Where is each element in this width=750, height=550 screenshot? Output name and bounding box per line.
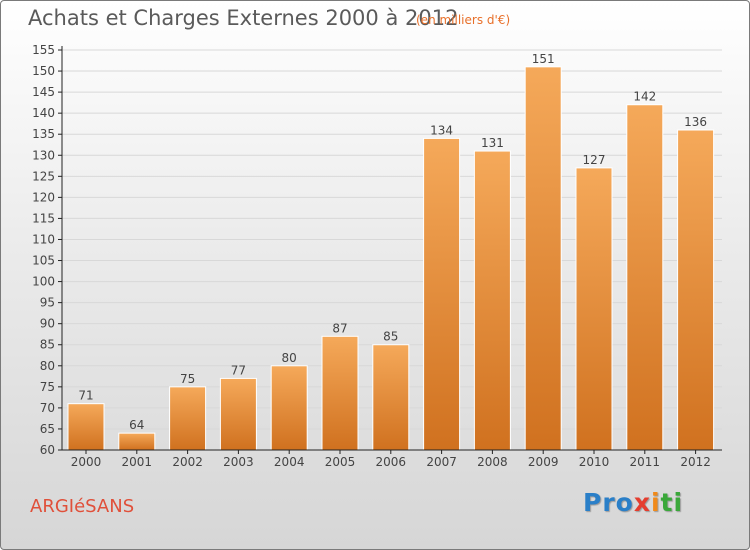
y-tick-label: 125 [32, 169, 55, 183]
bar-2003 [219, 377, 257, 451]
proxiti-logo: Proxiti [583, 488, 684, 517]
bars [67, 66, 715, 451]
x-tick-label-2001: 2001 [122, 455, 153, 469]
data-label-2006: 85 [383, 330, 398, 344]
x-tick-label-2010: 2010 [579, 455, 610, 469]
bar-2002 [169, 386, 207, 451]
x-tick-label-2000: 2000 [71, 455, 102, 469]
x-tick-label-2009: 2009 [528, 455, 559, 469]
data-label-2001: 64 [129, 418, 144, 432]
y-tick-label: 105 [32, 254, 55, 268]
y-tick-label: 120 [32, 190, 55, 204]
x-tick-label-2012: 2012 [680, 455, 711, 469]
axes: 60 65 70 75 80 85 90 95 100 105 110 115 120 125 130 135… [32, 43, 722, 469]
x-tick-label-2002: 2002 [172, 455, 203, 469]
bar-2007 [423, 137, 461, 451]
bar-2012 [677, 129, 715, 451]
bar-2011 [626, 104, 664, 451]
y-tick-label: 140 [32, 106, 55, 120]
data-label-2002: 75 [180, 372, 195, 386]
y-tick-label: 70 [40, 401, 55, 415]
chart-title: Achats et Charges Externes 2000 à 2012 [28, 6, 459, 30]
bar-2000 [67, 403, 105, 451]
y-tick-label: 115 [32, 211, 55, 225]
y-tick-label: 90 [40, 317, 55, 331]
x-tick-label-2007: 2007 [426, 455, 457, 469]
y-tick-label: 65 [40, 422, 55, 436]
town-name: ARGIéSANS [30, 496, 135, 517]
x-tick-label-2011: 2011 [630, 455, 661, 469]
y-tick-label: 100 [32, 275, 55, 289]
bar-2001 [118, 432, 156, 451]
y-tick-label: 130 [32, 148, 55, 162]
y-tick-label: 110 [32, 232, 55, 246]
x-tick-label-2008: 2008 [477, 455, 508, 469]
y-tick-label: 145 [32, 85, 55, 99]
bar-2008 [473, 150, 511, 451]
bar-2009 [524, 66, 562, 451]
bar-2004 [270, 365, 308, 451]
y-tick-label: 150 [32, 64, 55, 78]
y-tick-label: 155 [32, 43, 55, 57]
y-tick-label: 60 [40, 443, 55, 457]
data-label-2004: 80 [282, 351, 297, 365]
data-label-2007: 134 [430, 123, 453, 137]
data-label-2011: 142 [633, 90, 656, 104]
y-tick-label: 95 [40, 296, 55, 310]
data-label-2012: 136 [684, 115, 707, 129]
y-tick-label: 75 [40, 380, 55, 394]
x-tick-label-2003: 2003 [223, 455, 254, 469]
x-tick-label-2006: 2006 [376, 455, 407, 469]
data-label-2008: 131 [481, 136, 504, 150]
data-label-2005: 87 [332, 321, 347, 335]
bar-2006 [372, 344, 410, 451]
y-tick-label: 80 [40, 359, 55, 373]
x-tick-label-2005: 2005 [325, 455, 356, 469]
data-label-2009: 151 [532, 52, 555, 66]
y-tick-label: 135 [32, 127, 55, 141]
data-label-2000: 71 [78, 389, 93, 403]
bar-2010 [575, 167, 613, 451]
data-label-2010: 127 [583, 153, 606, 167]
data-labels: 71 64 75 77 80 87 85 134 131 151 127 142 136 [78, 52, 707, 432]
bar-2005 [321, 335, 359, 451]
data-label-2003: 77 [231, 363, 246, 377]
y-tick-label: 85 [40, 338, 55, 352]
unit-note: (en milliers d'€) [416, 13, 511, 27]
x-tick-label-2004: 2004 [274, 455, 305, 469]
